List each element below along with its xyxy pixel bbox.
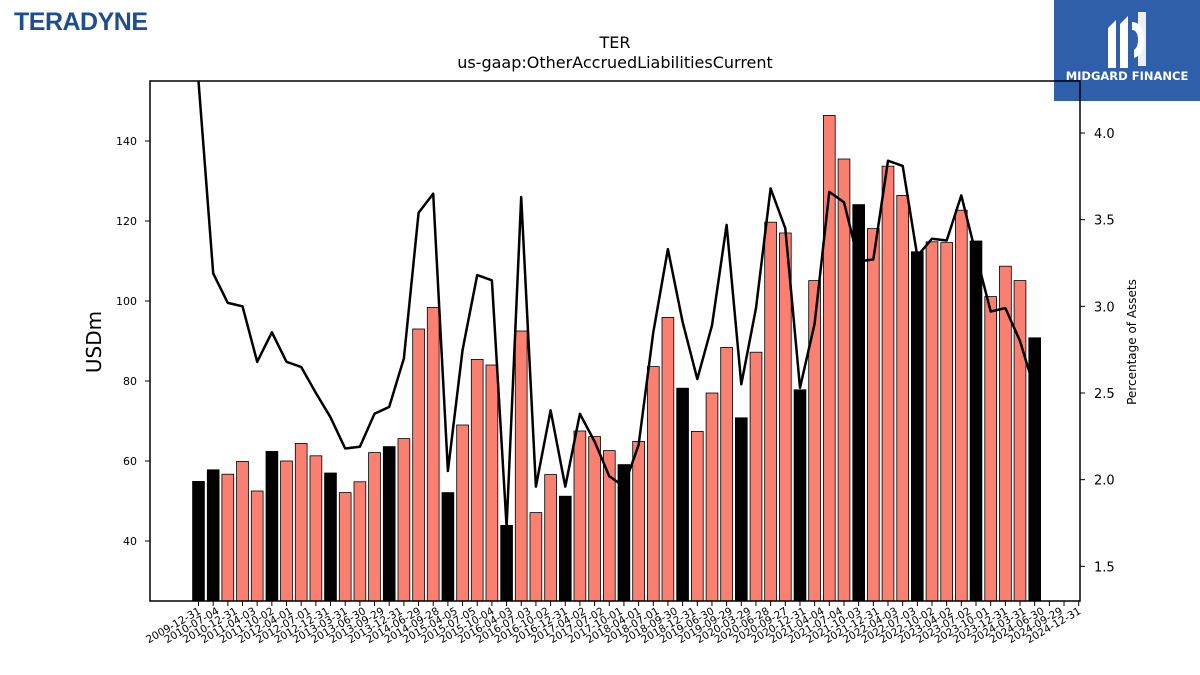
bar [632,440,645,602]
bar [470,358,484,602]
bar [661,316,675,602]
x-axis-ticks: 2009-12-312010-07-042010-12-312011-04-03… [144,601,1083,646]
y-tick-label: 140 [116,135,137,148]
bar [236,460,249,602]
y2-tick-label: 2.5 [1094,387,1115,402]
bar [940,242,953,602]
bar [294,442,308,602]
bar [559,495,572,602]
bar [911,251,924,602]
y-tick-label: 40 [123,535,137,548]
bar [529,512,543,602]
y2-tick-label: 3.0 [1094,300,1115,315]
bar [837,158,851,602]
y-axis-label: USDm [82,311,106,373]
bar [514,330,528,602]
bar [456,424,469,602]
teradyne-logo: TERADYNE [14,8,148,36]
y2-tick-label: 3.5 [1094,214,1115,229]
bar [500,525,513,602]
bar [309,455,323,602]
line-series [197,81,1036,528]
bar [881,165,895,602]
bar [764,221,777,602]
midgard-logo-text: MIDGARD FINANCE [1065,69,1189,83]
bar [368,452,381,602]
bar [544,474,557,602]
midgard-finance-logo: MIDGARD FINANCE [1054,0,1200,101]
bar [573,430,587,602]
bar [206,469,220,602]
bar [426,306,440,602]
midgard-logo-icon [1108,12,1146,68]
y2-axis-label: Percentage of Assets [1125,279,1139,405]
chart-subtitle: us-gaap:OtherAccruedLiabilitiesCurrent [457,53,773,72]
bar [265,450,279,602]
bar [969,240,983,602]
y-axis-ticks: 40 60 80 100 120 140 [116,135,150,548]
bar [984,296,997,602]
y2-tick-label: 2.0 [1094,474,1115,489]
bar [647,366,660,602]
bar [412,328,425,602]
bar [793,389,807,602]
bar [192,480,205,602]
y-tick-label: 80 [123,375,137,388]
y-tick-label: 100 [116,295,137,308]
y2-axis-ticks: 1.5 2.0 2.5 3.0 3.5 4.0 [1080,127,1115,575]
bar [823,115,836,602]
y2-tick-label: 1.5 [1094,560,1115,575]
line-path [197,81,1036,528]
bar [955,209,968,602]
bar [280,460,293,602]
bar [353,481,367,602]
y-tick-label: 60 [123,455,137,468]
bar [749,351,763,602]
bar [779,232,792,602]
plot-frame [149,80,1081,602]
y2-tick-label: 4.0 [1094,127,1115,142]
bar [735,417,748,602]
bar-series [192,115,1042,602]
bar [925,241,939,602]
bar [221,473,235,602]
bar [441,492,455,602]
bar [382,446,396,602]
bar [691,430,704,602]
bar [588,436,601,602]
bar [720,346,733,602]
bar [867,228,880,602]
y-tick-label: 120 [116,215,137,228]
bar [485,364,499,602]
bar [705,392,719,602]
bar [324,472,337,602]
chart-title: TER [599,33,631,52]
bar [896,194,909,602]
bar [397,438,411,602]
bar [338,492,352,602]
bar [676,387,689,602]
bar [250,490,264,602]
bar [852,204,865,602]
